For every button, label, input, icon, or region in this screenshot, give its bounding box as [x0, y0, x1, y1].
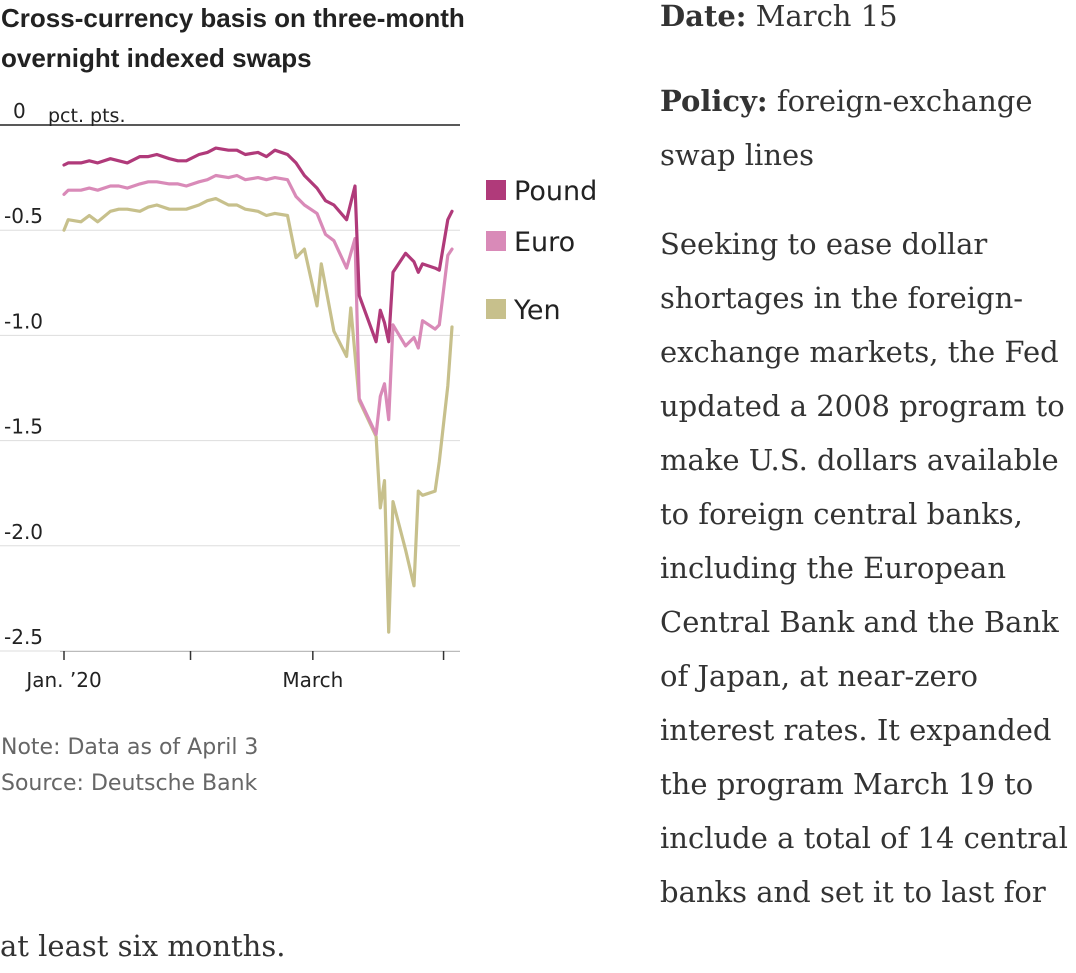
series-line-yen [62, 197, 454, 634]
y-tick-label: -1.0 [4, 309, 43, 333]
legend-label-yen: Yen [513, 295, 561, 326]
y-tick-label: -2.0 [4, 520, 43, 544]
chart-title-line-1: Cross-currency basis on three-month [1, 3, 465, 33]
y-tick-labels: 0 -0.5 -1.0 -1.5 -2.0 -2.5 [4, 99, 43, 649]
y-tick-label: 0 [13, 99, 26, 123]
chart-source: Source: Deutsche Bank [1, 771, 258, 796]
legend: Pound Euro Yen [486, 176, 597, 326]
series-line-pound [62, 146, 454, 344]
x-tick-label: March [282, 668, 343, 692]
y-axis-unit-label: pct. pts. [48, 105, 125, 127]
article-body: Seeking to ease dollar shortages in the … [0, 217, 1076, 973]
chart-title-line-2: overnight indexed swaps [1, 43, 312, 73]
chart-wrap-space [0, 217, 660, 867]
y-tick-label: -0.5 [4, 204, 43, 228]
y-tick-label: -2.5 [4, 625, 43, 649]
x-axis: Jan. ’20 March [24, 651, 460, 692]
date-line: Date: March 15 [660, 0, 1070, 43]
series-line-euro [62, 173, 454, 436]
chart-note: Note: Data as of April 3 [1, 735, 258, 760]
legend-swatch-pound [486, 180, 506, 200]
legend-swatch-euro [486, 231, 506, 251]
x-tick-label: Jan. ’20 [24, 668, 101, 692]
policy-value: foreign-exchange swap lines [660, 84, 1033, 172]
policy-line: Policy: foreign-exchange swap lines [660, 74, 1070, 182]
y-tick-label: -1.5 [4, 415, 43, 439]
series-lines [62, 146, 454, 634]
date-label: Date: [660, 0, 747, 33]
policy-label: Policy: [660, 84, 768, 118]
legend-label-pound: Pound [514, 176, 597, 207]
article-body-text: Seeking to ease dollar shortages in the … [0, 227, 1068, 963]
basis-chart: Cross-currency basis on three-month over… [0, 3, 597, 796]
legend-swatch-yen [486, 299, 506, 319]
date-value: March 15 [755, 0, 898, 33]
legend-label-euro: Euro [514, 227, 575, 258]
